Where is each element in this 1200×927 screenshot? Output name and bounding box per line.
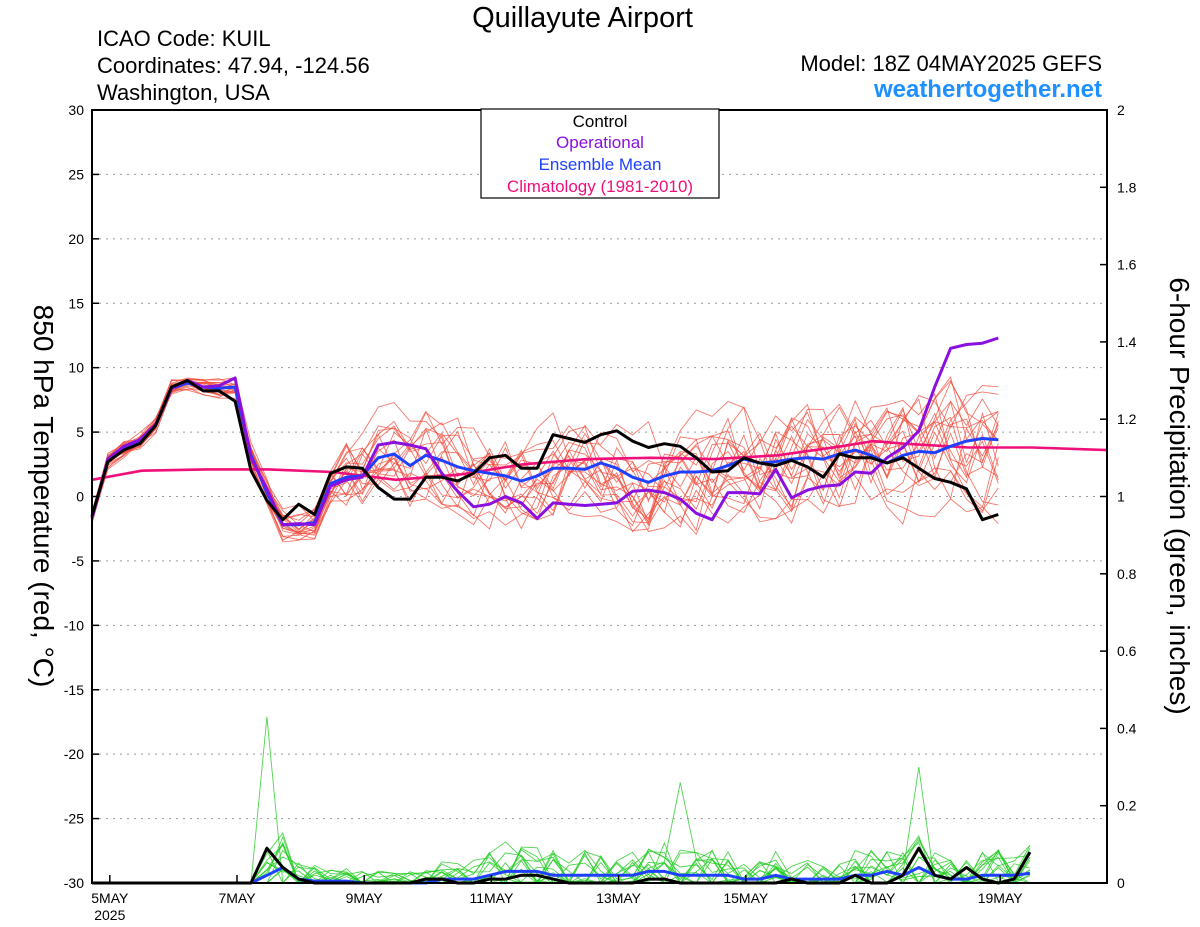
grid — [92, 173, 1107, 820]
operational-line — [90, 336, 999, 527]
y2-tick-label: 1.6 — [1117, 257, 1137, 273]
y2-tick-label: 0 — [1117, 875, 1125, 891]
y-tick-label: 10 — [68, 360, 84, 376]
precip-members — [92, 716, 1031, 885]
y2-tick-label: 0.8 — [1117, 566, 1137, 582]
model-run: Model: 18Z 04MAY2025 GEFS — [800, 51, 1102, 76]
y2-tick-label: 1 — [1117, 489, 1125, 505]
y2-tick-label: 0.4 — [1117, 720, 1137, 736]
legend-ensemble-mean: Ensemble Mean — [539, 155, 662, 174]
x-tick-label: 19MAY — [978, 890, 1024, 906]
y-tick-label: -20 — [64, 746, 84, 762]
y-tick-label: 20 — [68, 231, 84, 247]
y-tick-label: -25 — [64, 811, 84, 827]
legend-operational: Operational — [556, 133, 644, 152]
station-info: ICAO Code: KUIL Coordinates: 47.94, -124… — [97, 25, 370, 106]
chart-title: Quillayute Airport — [472, 2, 693, 34]
legend-control: Control — [573, 112, 628, 131]
precip-member-line — [92, 844, 1031, 884]
location: Washington, USA — [97, 80, 270, 105]
y-tick-label: -30 — [64, 875, 84, 891]
left-axis-ticks: 30 25 20 15 10 5 0 -5 -10 -15 -20 -25 -30 — [64, 102, 99, 891]
site-link[interactable]: weathertogether.net — [873, 76, 1102, 103]
y-tick-label: 15 — [68, 295, 84, 311]
y2-tick-label: 0.2 — [1117, 798, 1137, 814]
ensemble-member-line — [91, 377, 999, 525]
x-tick-label: 17MAY — [851, 890, 897, 906]
y-tick-label: 5 — [76, 424, 84, 440]
y-tick-label: -5 — [72, 553, 85, 569]
precip-member-line — [92, 841, 1031, 884]
y-tick-label: -15 — [64, 682, 84, 698]
x-tick-label: 11MAY — [469, 890, 513, 906]
y2-tick-label: 1.2 — [1117, 411, 1137, 427]
legend-box — [480, 108, 720, 199]
x-tick-label: 9MAY — [346, 890, 384, 906]
x-tick-label: 5MAY — [91, 890, 129, 906]
y-tick-label: 25 — [68, 166, 84, 182]
y2-axis-label: 6-hour Precipitation (green, inches) — [1164, 277, 1195, 714]
legend-climatology: Climatology (1981-2010) — [507, 177, 693, 196]
y2-tick-label: 1.4 — [1117, 334, 1137, 350]
coordinates: Coordinates: 47.94, -124.56 — [97, 53, 370, 78]
control-line — [90, 379, 999, 522]
y-tick-label: -10 — [64, 617, 84, 633]
right-axis-ticks: 2 1.8 1.6 1.4 1.2 1 0.8 0.6 0.4 0.2 0 — [1100, 102, 1137, 891]
y-axis-label: 850 hPa Temperature (red, °C) — [28, 305, 59, 688]
x-tick-label: 15MAY — [723, 890, 769, 906]
legend: Control Operational Ensemble Mean Climat… — [480, 108, 720, 199]
x-tick-label: 13MAY — [596, 890, 642, 906]
icao-code: ICAO Code: KUIL — [97, 26, 271, 51]
x-tick-label: 7MAY — [218, 890, 256, 906]
y2-tick-label: 0.6 — [1117, 643, 1137, 659]
x-tick-year: 2025 — [94, 907, 125, 923]
y2-tick-label: 1.8 — [1117, 179, 1137, 195]
y-tick-label: 0 — [76, 489, 84, 505]
y-tick-label: 30 — [68, 102, 84, 118]
y2-tick-label: 2 — [1117, 102, 1125, 118]
ensemble-members — [91, 376, 999, 543]
